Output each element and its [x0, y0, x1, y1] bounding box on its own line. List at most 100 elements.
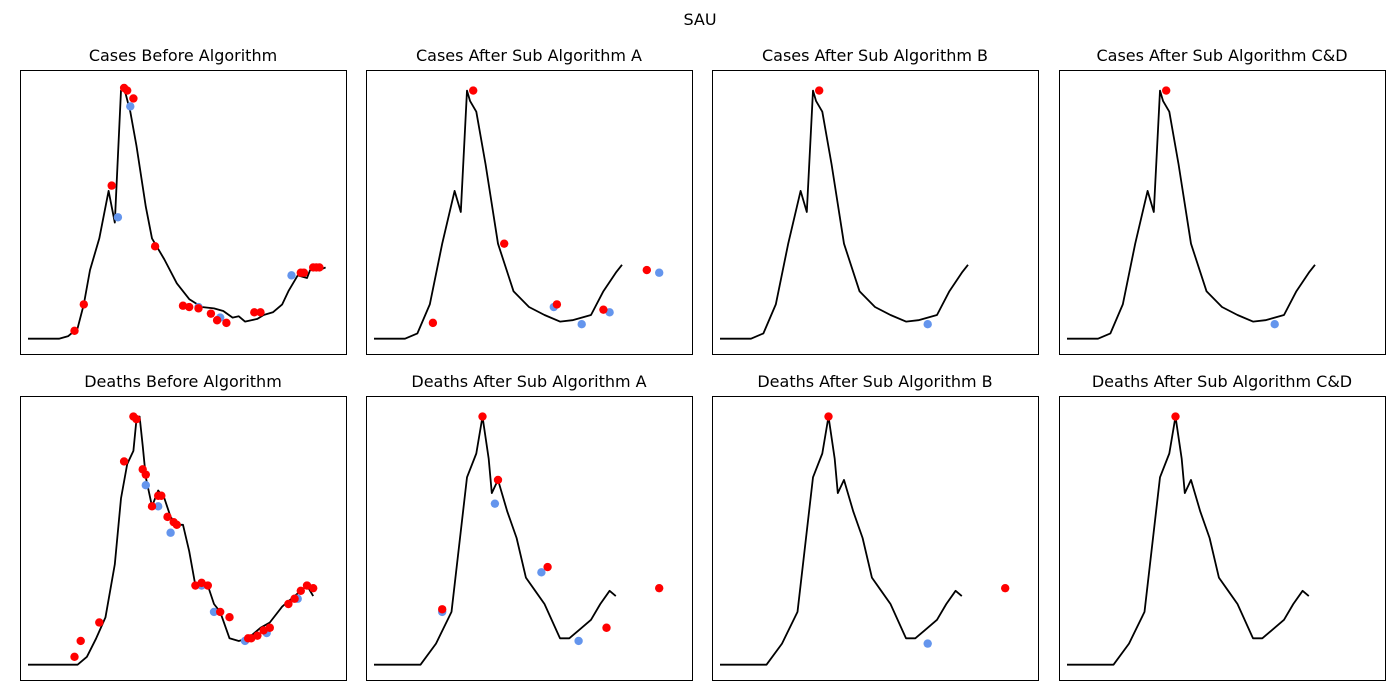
trough-marker — [141, 481, 150, 490]
peak-marker — [70, 326, 79, 335]
peak-marker — [132, 415, 141, 424]
series-line — [374, 89, 623, 340]
peak-marker — [225, 613, 234, 622]
subplot-4: Cases After Sub Algorithm C&D — [1059, 46, 1386, 355]
peak-marker — [299, 268, 309, 277]
peak-marker — [438, 605, 447, 614]
peak-marker — [602, 623, 611, 632]
peak-marker — [500, 239, 509, 248]
plot-frame — [366, 396, 693, 681]
trough-marker — [126, 102, 135, 111]
subplot-title: Deaths After Sub Algorithm B — [757, 372, 992, 391]
peak-marker — [129, 94, 138, 103]
figure-title: SAU — [683, 10, 717, 29]
plot-frame — [712, 70, 1039, 355]
peak-marker — [206, 309, 216, 318]
subplot-1: Cases Before Algorithm — [20, 46, 347, 355]
peak-marker — [296, 586, 305, 595]
peak-marker — [222, 318, 231, 328]
trough-marker — [577, 320, 586, 329]
peak-marker — [265, 623, 274, 632]
plot-frame — [20, 70, 347, 355]
peak-marker — [107, 181, 116, 190]
peak-marker — [478, 412, 487, 421]
subplot-3: Cases After Sub Algorithm B — [712, 46, 1039, 355]
series-line — [374, 415, 617, 666]
subplot-6: Deaths After Sub Algorithm A — [366, 372, 693, 681]
subplot-title: Deaths After Sub Algorithm C&D — [1092, 372, 1352, 391]
peak-marker — [172, 520, 181, 529]
plot-frame — [366, 70, 693, 355]
peak-marker — [70, 652, 79, 661]
peak-marker — [552, 300, 562, 309]
peak-marker — [216, 607, 225, 617]
peak-marker — [256, 308, 265, 317]
peak-marker — [194, 304, 203, 313]
peak-marker — [141, 470, 150, 479]
series-line — [1067, 89, 1316, 340]
peak-marker — [290, 594, 299, 603]
peak-marker — [185, 302, 194, 312]
peak-marker — [79, 300, 89, 309]
subplot-8: Deaths After Sub Algorithm C&D — [1059, 372, 1386, 681]
peak-marker — [315, 263, 324, 272]
trough-marker — [490, 499, 500, 508]
trough-marker — [154, 502, 163, 511]
plot-frame — [1059, 396, 1386, 681]
trough-marker — [166, 528, 175, 537]
peak-marker — [1001, 583, 1010, 593]
trough-marker — [113, 213, 123, 222]
peak-marker — [428, 318, 438, 328]
peak-marker — [469, 86, 478, 95]
plot-frame — [712, 396, 1039, 681]
peak-marker — [824, 412, 833, 421]
peak-marker — [212, 316, 222, 325]
peak-marker — [163, 512, 172, 522]
peak-marker — [599, 305, 608, 314]
peak-marker — [250, 308, 259, 317]
trough-marker — [537, 568, 546, 577]
trough-marker — [655, 268, 664, 277]
peak-marker — [1162, 86, 1171, 95]
peak-marker — [642, 265, 651, 275]
peak-marker — [284, 599, 293, 609]
peak-marker — [493, 475, 503, 485]
peak-marker — [157, 491, 166, 500]
series-line — [720, 415, 963, 666]
peak-marker — [123, 86, 132, 95]
series-line — [720, 89, 969, 340]
peak-marker — [815, 86, 824, 95]
trough-marker — [574, 636, 583, 646]
trough-marker — [923, 320, 932, 329]
peak-marker — [76, 636, 85, 646]
series-line — [28, 87, 326, 340]
subplot-title: Cases After Sub Algorithm B — [762, 46, 988, 65]
trough-marker — [923, 639, 932, 648]
subplot-title: Cases After Sub Algorithm A — [416, 46, 642, 65]
peak-marker — [147, 502, 157, 511]
subplot-title: Cases Before Algorithm — [89, 46, 277, 65]
trough-marker — [287, 271, 296, 280]
plot-frame — [1059, 70, 1386, 355]
subplot-7: Deaths After Sub Algorithm B — [712, 372, 1039, 681]
trough-marker — [209, 607, 219, 617]
subplot-2: Cases After Sub Algorithm A — [366, 46, 693, 355]
peak-marker — [655, 583, 664, 593]
subplot-title: Deaths Before Algorithm — [84, 372, 282, 391]
peak-marker — [150, 242, 160, 251]
peak-marker — [253, 631, 262, 640]
peak-marker — [119, 457, 129, 466]
subplot-5: Deaths Before Algorithm — [20, 372, 347, 681]
series-line — [1067, 415, 1310, 666]
peak-marker — [309, 583, 318, 593]
peak-marker — [543, 562, 552, 572]
peak-marker — [1171, 412, 1180, 421]
peak-marker — [95, 618, 104, 627]
peak-marker — [203, 581, 212, 590]
trough-marker — [1270, 320, 1279, 329]
plot-frame — [20, 396, 347, 681]
subplot-title: Cases After Sub Algorithm C&D — [1096, 46, 1347, 65]
subplot-title: Deaths After Sub Algorithm A — [411, 372, 646, 391]
